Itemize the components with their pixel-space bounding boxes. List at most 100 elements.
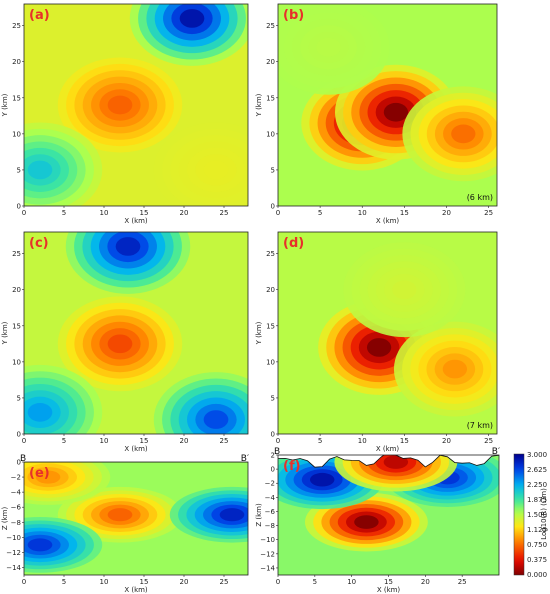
heatmap-feature-2 — [392, 280, 417, 300]
x-tick-label: 10 — [100, 437, 109, 445]
heatmap-feature-0 — [107, 95, 133, 115]
x-tick-label: 0 — [276, 209, 280, 217]
y-tick-label: 15 — [266, 322, 275, 330]
y-tick-label: −8 — [11, 519, 21, 527]
y-tick-label: 5 — [271, 166, 275, 174]
topography-line — [278, 455, 499, 468]
y-tick-label: 10 — [266, 358, 275, 366]
heatmap-feature-1 — [115, 237, 141, 256]
panel-c: 0 5 10 15 20 25 0 5 10 15 20 25 X (km) Y (km) (c) — [1, 231, 249, 453]
x-tick-label: 20 — [442, 437, 451, 445]
x-tick-label: 0 — [276, 578, 280, 586]
panel-label: (d) — [283, 236, 304, 251]
heatmap-feature-3 — [316, 37, 341, 57]
panel-a: 0 5 10 15 20 25 0 5 10 15 20 25 X (km) Y (km) (a) — [1, 3, 249, 225]
x-tick-label: 10 — [100, 209, 109, 217]
y-tick-label: 0 — [271, 431, 275, 439]
depth-annotation: (7 km) — [467, 421, 493, 430]
x-tick-label: 15 — [400, 437, 409, 445]
panel-label: (e) — [29, 466, 50, 481]
x-tick-label: 20 — [180, 437, 189, 445]
y-axis-label: Z (km) — [1, 507, 9, 531]
panel-label: (f) — [283, 459, 301, 474]
x-tick-label: 5 — [318, 209, 322, 217]
x-tick-label: 25 — [458, 578, 467, 586]
x-tick-label: 0 — [22, 437, 26, 445]
y-tick-label: −12 — [260, 550, 275, 558]
y-axis-label: Z (km) — [255, 503, 263, 527]
x-tick-label: 25 — [220, 578, 229, 586]
colorbar-bar — [513, 453, 525, 576]
heatmap-feature-3 — [27, 403, 53, 422]
x-tick-label: 5 — [313, 578, 317, 586]
heatmap-feature-0 — [366, 338, 392, 357]
heatmap-feature-0 — [107, 334, 133, 354]
section-end-label: B′ — [492, 447, 500, 457]
y-tick-label: 0 — [17, 203, 21, 211]
x-tick-label: 15 — [140, 209, 149, 217]
depth-annotation: (6 km) — [467, 193, 493, 202]
y-tick-label: 15 — [12, 322, 21, 330]
heatmap-feature-2 — [451, 124, 476, 144]
x-axis-label: X (km) — [376, 217, 400, 225]
x-tick-label: 20 — [421, 578, 430, 586]
y-tick-label: 25 — [266, 22, 275, 30]
y-tick-label: 20 — [12, 286, 21, 294]
heatmap-feature-0 — [354, 515, 379, 529]
heatmap-feature-3 — [35, 470, 61, 484]
panel-e: 0 5 10 15 20 25 0 −2 −4 −6 −8 −10 −12 −14 X (km) Z (km)… — [1, 454, 249, 594]
colorbar-tick-0: 3.000 — [527, 451, 547, 459]
heatmap-feature-3 — [383, 455, 409, 469]
x-tick-label: 0 — [22, 578, 26, 586]
panel-label: (b) — [283, 8, 304, 23]
panel-frame — [277, 3, 498, 207]
panel-b: 0 5 10 15 20 25 0 5 10 15 20 25 X (km) Y (km) (b) (6 km… — [255, 3, 498, 225]
colorbar-tick-8: 0.000 — [527, 571, 547, 579]
y-tick-label: 0 — [17, 431, 21, 439]
panel-frame — [23, 3, 249, 207]
y-tick-label: −10 — [6, 534, 21, 542]
y-tick-label: 25 — [12, 250, 21, 258]
x-tick-label: 15 — [140, 437, 149, 445]
y-tick-label: 0 — [271, 466, 275, 474]
panel-label: (c) — [29, 236, 49, 251]
y-tick-label: 2 — [271, 452, 275, 460]
y-tick-label: −12 — [6, 549, 21, 557]
heatmap-feature-1 — [27, 538, 53, 552]
x-tick-label: 0 — [276, 437, 280, 445]
colorbar-tick-1: 2.625 — [527, 466, 547, 474]
x-axis-label: X (km) — [376, 445, 400, 453]
y-tick-label: 20 — [266, 58, 275, 66]
x-tick-label: 20 — [442, 209, 451, 217]
x-axis-label: X (km) — [124, 217, 148, 225]
x-tick-label: 20 — [180, 578, 189, 586]
x-tick-label: 25 — [220, 437, 229, 445]
heatmap-feature-1 — [179, 9, 205, 28]
x-axis-label: X (km) — [377, 586, 401, 594]
y-tick-label: 10 — [12, 358, 21, 366]
y-tick-label: −2 — [265, 480, 275, 488]
y-tick-label: −4 — [11, 489, 22, 497]
x-tick-label: 10 — [358, 437, 367, 445]
x-tick-label: 25 — [484, 209, 493, 217]
colorbar-tick-2: 2.250 — [527, 481, 547, 489]
x-tick-label: 5 — [318, 437, 322, 445]
x-tick-label: 0 — [22, 209, 26, 217]
y-tick-label: 15 — [12, 94, 21, 102]
y-tick-label: 5 — [17, 394, 21, 402]
heatmap-feature-1 — [442, 359, 468, 379]
y-tick-label: 25 — [12, 22, 21, 30]
y-tick-label: −6 — [11, 504, 22, 512]
y-tick-label: 15 — [266, 94, 275, 102]
x-tick-label: 25 — [220, 209, 229, 217]
y-tick-label: 5 — [17, 166, 21, 174]
x-tick-label: 10 — [358, 209, 367, 217]
y-tick-label: −6 — [265, 508, 276, 516]
x-tick-label: 15 — [140, 578, 149, 586]
heatmap-feature-0 — [107, 508, 133, 522]
x-axis-label: X (km) — [124, 445, 148, 453]
section-end-label: B′ — [241, 454, 249, 464]
heatmap-feature-3 — [203, 160, 229, 180]
colorbar-tick-7: 0.375 — [527, 556, 547, 564]
